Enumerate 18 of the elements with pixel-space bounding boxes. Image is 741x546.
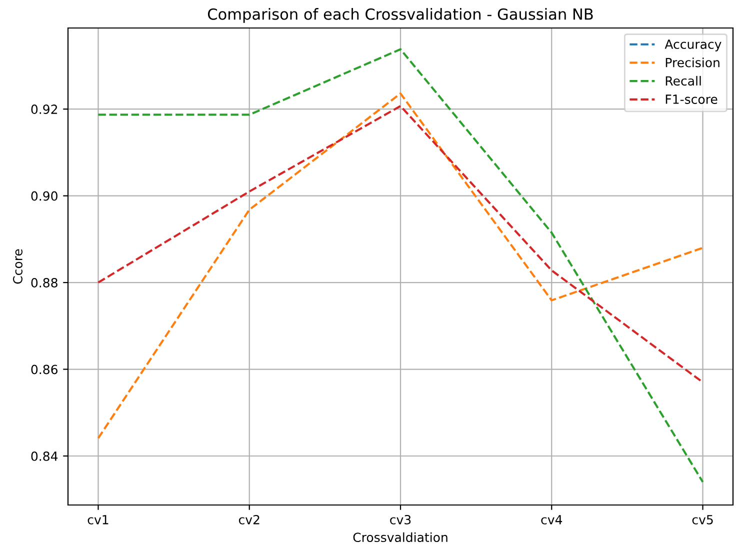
x-tick-label: cv5 <box>692 515 713 524</box>
x-axis-title: Crossvaldiation <box>353 532 448 542</box>
y-tick-label: 0.84 <box>31 451 58 461</box>
x-tick-label: cv4 <box>541 515 562 524</box>
y-tick-label: 0.88 <box>31 278 58 288</box>
legend-label: Recall <box>666 76 701 86</box>
legend-label: F1-score <box>666 94 718 104</box>
legend-label: Precision <box>666 58 720 68</box>
x-tick-label: cv3 <box>390 514 411 524</box>
chart-title: Comparison of each Crossvalidation - Gaussian NB <box>208 8 593 23</box>
x-tick-label: cv2 <box>238 514 260 524</box>
x-tick-label: cv1 <box>88 515 108 524</box>
line-series <box>97 105 704 384</box>
legend-label: Accuracy <box>664 40 722 52</box>
y-tick-label: 0.86 <box>31 364 58 374</box>
y-tick-label: 0.90 <box>31 191 58 201</box>
y-axis-title: Ccore <box>13 249 22 284</box>
y-tick-label: 0.92 <box>31 104 58 114</box>
